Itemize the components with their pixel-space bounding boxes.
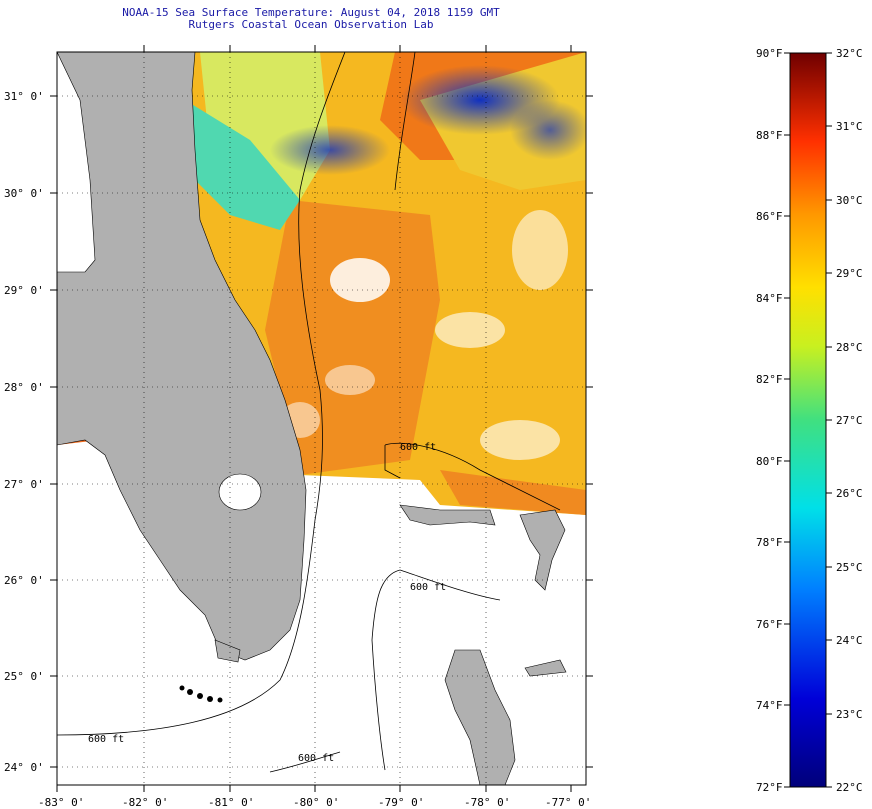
- isobath-labels: 600 ft 600 ft 600 ft 600 ft: [88, 442, 446, 764]
- longitude-labels: -83° 0' -82° 0' -81° 0' -80° 0' -79° 0' …: [38, 796, 591, 809]
- isobath-label: 600 ft: [298, 753, 334, 764]
- lat-label: 28° 0': [4, 381, 44, 394]
- celsius-labels: 32°C 31°C 30°C 29°C 28°C 27°C 26°C 25°C …: [836, 47, 863, 794]
- lon-label: -80° 0': [293, 796, 339, 809]
- c-label: 22°C: [836, 781, 863, 794]
- f-label: 78°F: [756, 536, 783, 549]
- lat-label: 24° 0': [4, 761, 44, 774]
- lon-label: -82° 0': [122, 796, 168, 809]
- c-label: 27°C: [836, 414, 863, 427]
- c-label: 25°C: [836, 561, 863, 574]
- lon-label: -78° 0': [464, 796, 510, 809]
- f-label: 82°F: [756, 373, 783, 386]
- f-label: 76°F: [756, 618, 783, 631]
- chart-title: NOAA-15 Sea Surface Temperature: August …: [122, 6, 500, 19]
- map-plot-area[interactable]: 600 ft 600 ft 600 ft 600 ft: [57, 52, 590, 785]
- f-label: 84°F: [756, 292, 783, 305]
- lat-label: 31° 0': [4, 90, 44, 103]
- c-label: 26°C: [836, 487, 863, 500]
- lat-label: 27° 0': [4, 478, 44, 491]
- c-label: 32°C: [836, 47, 863, 60]
- f-label: 86°F: [756, 210, 783, 223]
- c-label: 31°C: [836, 120, 863, 133]
- lat-label: 26° 0': [4, 574, 44, 587]
- map-frame: [56, 51, 587, 786]
- sst-field: [57, 52, 586, 515]
- lon-label: -79° 0': [378, 796, 424, 809]
- c-label: 24°C: [836, 634, 863, 647]
- isobath-600ft: [57, 52, 561, 773]
- c-label: 30°C: [836, 194, 863, 207]
- florida-keys: [179, 685, 223, 703]
- colorbar-gradient: [789, 52, 827, 788]
- lon-label: -77° 0': [545, 796, 591, 809]
- c-label: 28°C: [836, 341, 863, 354]
- isobath-label: 600 ft: [400, 442, 436, 453]
- c-label: 29°C: [836, 267, 863, 280]
- f-label: 80°F: [756, 455, 783, 468]
- chart-subtitle: Rutgers Coastal Ocean Observation Lab: [188, 18, 434, 31]
- lat-label: 30° 0': [4, 187, 44, 200]
- latitude-labels: 31° 0' 30° 0' 29° 0' 28° 0' 27° 0' 26° 0…: [4, 90, 44, 774]
- fahrenheit-labels: 90°F 88°F 86°F 84°F 82°F 80°F 78°F 76°F …: [756, 47, 783, 794]
- lon-label: -81° 0': [208, 796, 254, 809]
- f-label: 72°F: [756, 781, 783, 794]
- f-label: 74°F: [756, 699, 783, 712]
- bahamas-land: [214, 504, 567, 785]
- lake-okeechobee: [218, 473, 262, 511]
- axis-ticks: [50, 45, 593, 792]
- lon-label: -83° 0': [38, 796, 84, 809]
- lat-label: 29° 0': [4, 284, 44, 297]
- graticule: [57, 52, 586, 785]
- c-label: 23°C: [836, 708, 863, 721]
- isobath-label: 600 ft: [88, 734, 124, 745]
- isobath-label: 600 ft: [410, 582, 446, 593]
- lat-label: 25° 0': [4, 670, 44, 683]
- f-label: 88°F: [756, 129, 783, 142]
- colorbar: 90°F 88°F 86°F 84°F 82°F 80°F 78°F 76°F …: [756, 47, 863, 794]
- f-label: 90°F: [756, 47, 783, 60]
